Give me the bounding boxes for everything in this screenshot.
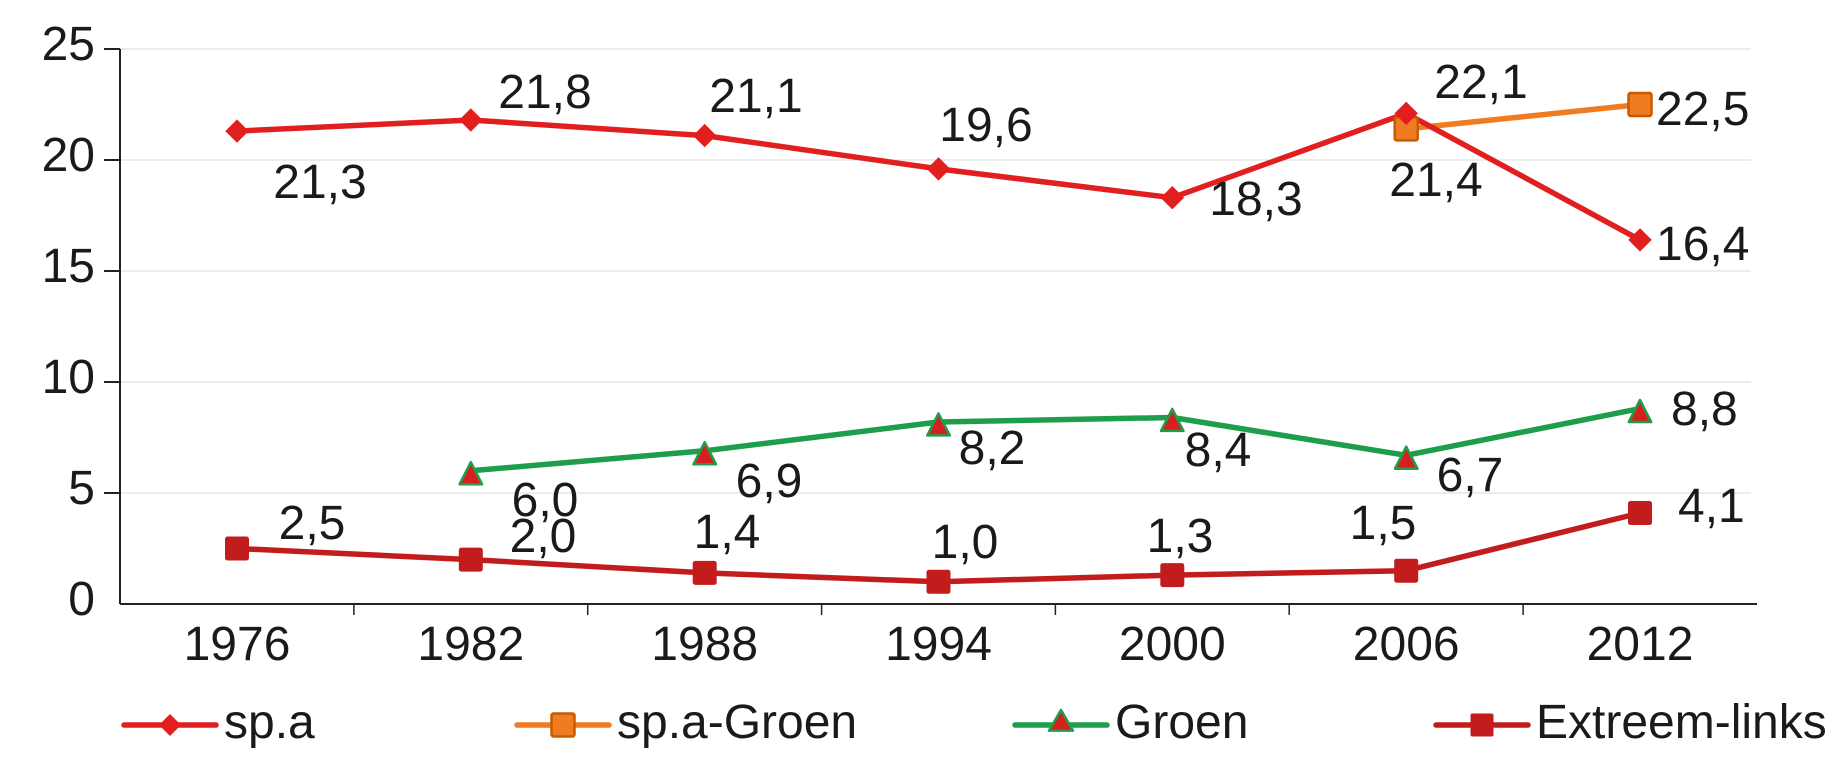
svg-text:5: 5 xyxy=(68,462,95,515)
svg-text:2012: 2012 xyxy=(1587,618,1694,671)
svg-text:1994: 1994 xyxy=(885,618,992,671)
svg-text:21,8: 21,8 xyxy=(498,66,591,119)
svg-text:21,3: 21,3 xyxy=(273,156,366,209)
svg-text:2,0: 2,0 xyxy=(510,510,577,563)
svg-text:19,6: 19,6 xyxy=(939,99,1032,152)
svg-text:8,4: 8,4 xyxy=(1185,424,1252,477)
svg-text:sp.a: sp.a xyxy=(224,696,315,749)
svg-text:0: 0 xyxy=(68,573,95,626)
svg-text:1976: 1976 xyxy=(184,618,291,671)
svg-text:22,5: 22,5 xyxy=(1656,83,1749,136)
svg-text:8,2: 8,2 xyxy=(959,422,1026,475)
svg-text:16,4: 16,4 xyxy=(1656,218,1749,271)
svg-text:Extreem-links: Extreem-links xyxy=(1536,696,1827,749)
svg-text:10: 10 xyxy=(42,351,95,404)
svg-text:1,4: 1,4 xyxy=(694,506,761,559)
svg-text:25: 25 xyxy=(42,18,95,71)
svg-text:22,1: 22,1 xyxy=(1434,56,1527,109)
svg-text:15: 15 xyxy=(42,240,95,293)
svg-text:1,0: 1,0 xyxy=(932,516,999,569)
svg-text:1,3: 1,3 xyxy=(1147,510,1214,563)
svg-text:sp.a-Groen: sp.a-Groen xyxy=(617,696,857,749)
svg-text:18,3: 18,3 xyxy=(1209,173,1302,226)
svg-text:6,9: 6,9 xyxy=(736,455,803,508)
svg-text:1988: 1988 xyxy=(651,618,758,671)
svg-text:2,5: 2,5 xyxy=(279,497,346,550)
svg-text:2000: 2000 xyxy=(1119,618,1226,671)
svg-text:2006: 2006 xyxy=(1353,618,1460,671)
svg-text:21,1: 21,1 xyxy=(709,70,802,123)
svg-text:6,7: 6,7 xyxy=(1437,449,1504,502)
svg-text:21,4: 21,4 xyxy=(1389,154,1482,207)
svg-text:8,8: 8,8 xyxy=(1671,383,1738,436)
svg-text:1,5: 1,5 xyxy=(1350,497,1417,550)
svg-text:Groen: Groen xyxy=(1115,696,1248,749)
svg-text:4,1: 4,1 xyxy=(1678,480,1745,533)
svg-text:20: 20 xyxy=(42,129,95,182)
svg-text:1982: 1982 xyxy=(417,618,524,671)
